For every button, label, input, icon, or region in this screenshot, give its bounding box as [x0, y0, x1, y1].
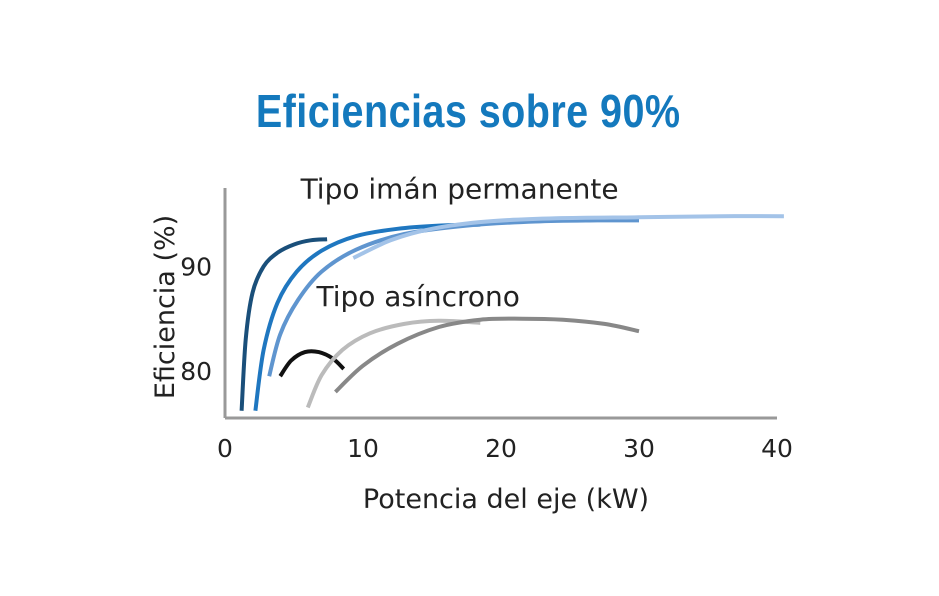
series-line-3: [267, 218, 640, 377]
annotation-1: Tipo imán permanente: [300, 172, 619, 205]
y-axis-title: Eficiencia (%): [150, 215, 181, 399]
series-line-7: [334, 316, 640, 394]
x-tick-labels: 0 10 20 30 40: [217, 434, 793, 463]
y-tick-label: 90: [180, 252, 212, 281]
y-tick-label: 80: [180, 357, 212, 386]
annotations: Tipo imán permanente Tipo asíncrono: [300, 172, 619, 313]
annotation-2: Tipo asíncrono: [315, 280, 519, 313]
series-layer: [239, 214, 784, 411]
x-axis-title: Potencia del eje (kW): [363, 484, 649, 515]
series-line-1: [239, 237, 328, 411]
x-tick-label: 30: [623, 434, 655, 463]
x-tick-label: 40: [761, 434, 793, 463]
y-tick-labels: 80 90: [180, 252, 212, 386]
series-line-6: [305, 318, 481, 409]
series-line-5: [278, 349, 346, 378]
series-line-4: [352, 214, 784, 260]
x-tick-label: 10: [347, 434, 379, 463]
x-tick-label: 20: [485, 434, 517, 463]
series-line-2: [253, 222, 481, 411]
chart-title: Eficiencias sobre 90%: [255, 85, 681, 137]
x-tick-label: 0: [217, 434, 233, 463]
